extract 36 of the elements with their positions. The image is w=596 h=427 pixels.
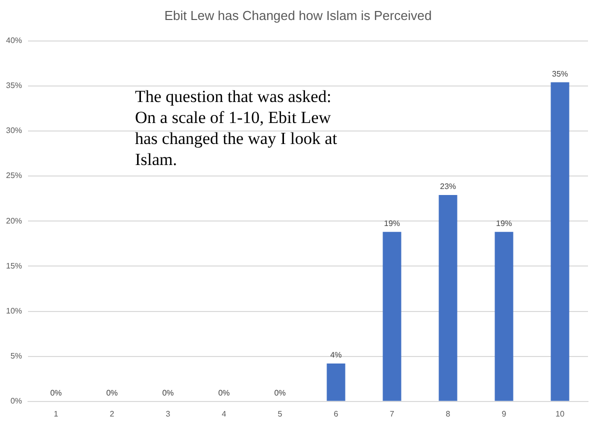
- bar: [550, 82, 570, 401]
- bar: [326, 364, 346, 401]
- bar: [494, 232, 514, 401]
- y-tick-label: 40%: [6, 36, 22, 46]
- x-tick-label: 8: [446, 409, 451, 418]
- data-label: 0%: [162, 388, 174, 398]
- x-tick-label: 4: [222, 409, 227, 418]
- x-tick-label: 6: [334, 409, 339, 418]
- x-tick-label: 3: [166, 409, 171, 418]
- x-tick-label: 2: [110, 409, 115, 418]
- chart-title: Ebit Lew has Changed how Islam is Perceived: [163, 8, 433, 23]
- x-tick-label: 7: [390, 409, 395, 418]
- y-tick-label: 30%: [6, 126, 22, 136]
- y-tick-label: 0%: [10, 396, 22, 406]
- data-label: 0%: [218, 388, 230, 398]
- annotation: The question that was asked: On a scale of 1-10, Ebit Lew has changed the way I look at Islam.: [135, 86, 338, 170]
- data-label: 0%: [50, 388, 62, 398]
- y-tick-label: 5%: [10, 352, 22, 361]
- x-tick-label: 9: [502, 409, 507, 418]
- data-label: 19%: [384, 219, 400, 228]
- data-label: 35%: [552, 69, 568, 78]
- data-label: 19%: [496, 219, 512, 228]
- y-tick-label: 15%: [6, 261, 22, 270]
- bar: [438, 194, 458, 401]
- data-label: 4%: [330, 350, 342, 360]
- x-tick-label: 1: [54, 409, 59, 418]
- data-label: 0%: [106, 388, 118, 398]
- y-tick-label: 25%: [6, 171, 22, 180]
- y-tick-label: 35%: [6, 81, 22, 90]
- x-tick-label: 5: [278, 409, 283, 418]
- y-tick-label: 20%: [6, 216, 22, 226]
- data-label: 0%: [274, 388, 286, 398]
- y-tick-label: 10%: [6, 306, 22, 316]
- bar: [382, 232, 402, 401]
- x-tick-label: 10: [556, 409, 565, 418]
- data-label: 23%: [440, 182, 456, 192]
